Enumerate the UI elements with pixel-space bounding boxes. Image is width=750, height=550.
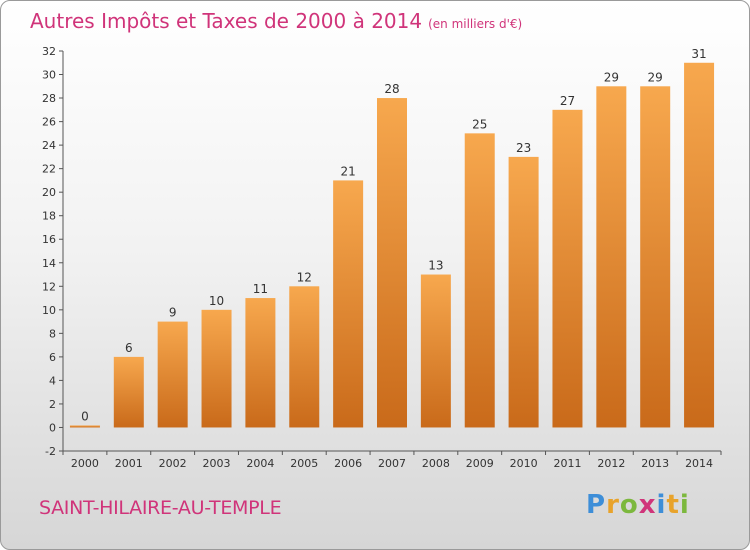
data-label: 31 [691,47,706,61]
logo-letter: i [656,490,667,520]
y-tick-label: 30 [42,69,56,82]
data-label: 25 [472,117,487,131]
chart-data-labels: 0 6 9 10 11 12 21 28 13 25 23 27 29 29 31 [81,47,707,424]
x-tick-label: 2002 [159,457,187,470]
x-tick-label: 2003 [203,457,231,470]
x-tick-label: 2009 [466,457,494,470]
y-tick-label: 14 [42,257,56,270]
x-tick-label: 2007 [378,457,406,470]
y-tick-label: 32 [42,45,56,58]
logo-letter: i [679,490,690,520]
data-label: 9 [169,306,177,320]
y-tick-label: 16 [42,233,56,246]
data-label: 10 [209,294,224,308]
chart-unit: (en milliers d'€) [428,17,523,31]
bar [113,356,144,428]
y-tick-label: 26 [42,116,56,129]
bar [289,286,320,428]
data-label: 28 [384,82,399,96]
y-tick-label: 20 [42,186,56,199]
bar [377,98,407,428]
bar [420,274,451,428]
x-tick-label: 2000 [71,457,99,470]
logo-letter: x [638,490,657,520]
bar [69,425,100,428]
data-label: 0 [81,409,89,423]
data-label: 21 [340,164,355,178]
bar [201,309,232,428]
y-tick-label: -2 [45,445,56,458]
x-tick-label: 2005 [290,457,318,470]
y-tick-label: 8 [49,327,56,340]
y-tick-label: 24 [42,139,56,152]
y-tick-label: 18 [42,210,56,223]
chart-title-text: Autres Impôts et Taxes de 2000 à 2014 [30,9,423,33]
bar [640,86,671,428]
proxiti-logo: Proxiti [586,490,690,520]
x-tick-label: 2010 [510,457,538,470]
y-tick-label: 22 [42,163,56,176]
y-tick-label: 2 [49,398,56,411]
commune-name: SAINT-HILAIRE-AU-TEMPLE [39,497,282,519]
x-tick-label: 2008 [422,457,450,470]
bar [684,62,715,428]
chart-title: Autres Impôts et Taxes de 2000 à 2014 (en… [30,9,522,33]
bar [333,180,364,428]
bar [245,298,276,428]
bar [508,156,539,428]
data-label: 12 [297,270,312,284]
logo-letter: o [619,490,639,520]
y-tick-label: 10 [42,304,56,317]
logo-letter: P [586,490,607,520]
y-tick-label: 28 [42,92,56,105]
x-tick-label: 2004 [246,457,274,470]
y-tick-label: 0 [49,421,56,434]
chart-bars [69,62,715,428]
logo-letter: r [606,490,620,520]
y-tick-label: 12 [42,280,56,293]
data-label: 27 [560,94,575,108]
logo-letter: t [666,490,680,520]
x-tick-label: 2006 [334,457,362,470]
bar [157,321,188,428]
data-label: 23 [516,141,531,155]
data-label: 13 [428,259,443,273]
data-label: 6 [125,341,133,355]
bar [552,109,583,428]
y-tick-label: 4 [49,374,56,387]
x-tick-label: 2013 [641,457,669,470]
x-tick-label: 2011 [553,457,581,470]
bar [464,133,495,428]
data-label: 11 [253,282,268,296]
y-tick-label: 6 [49,351,56,364]
data-label: 29 [648,70,663,84]
bar [596,86,627,428]
x-tick-label: 2014 [685,457,713,470]
data-label: 29 [604,70,619,84]
x-tick-label: 2001 [115,457,143,470]
x-tick-label: 2012 [597,457,625,470]
